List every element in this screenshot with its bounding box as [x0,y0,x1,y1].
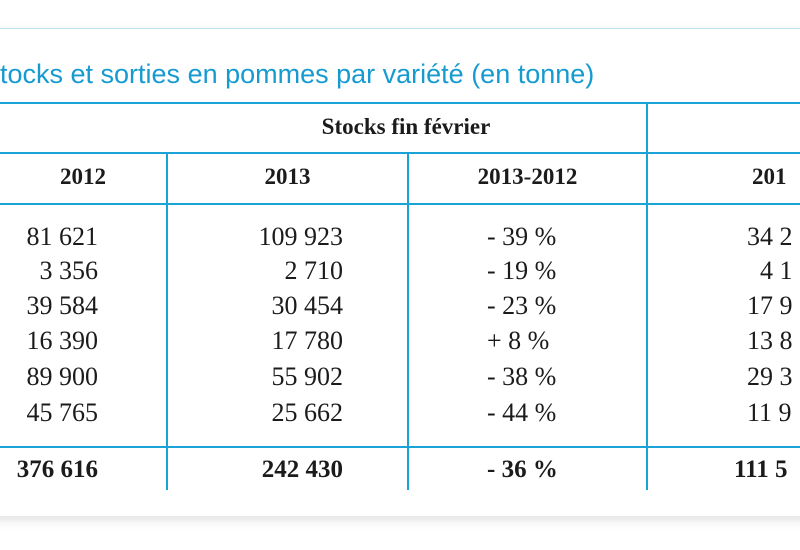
column-header-2012: 2012 [60,164,106,189]
total-stocks-2013: 242 430 [261,456,343,483]
total-variation: - 36 % [487,456,558,483]
column-header-2013: 2013 [264,164,311,189]
table-card [0,28,800,516]
rule-under-group-header [0,152,800,154]
cell-stocks-2013: 109 923 [258,222,344,251]
cell-stocks-2013: 30 454 [271,291,344,320]
rule-under-column-headers [0,203,800,205]
total-stocks-2012: 376 616 [16,456,98,483]
cell-variation: + 8 % [487,326,550,355]
cell-stocks-2013: 25 662 [271,398,344,427]
column-header-difference: 2013-2012 [477,164,578,189]
cell-next: 4 1 [760,256,793,285]
column-divider-3 [646,104,648,490]
cell-variation: - 38 % [487,362,557,391]
cell-variation: - 44 % [487,398,557,427]
cell-stocks-2012: 16 390 [26,326,99,355]
column-divider-1 [166,152,168,490]
cell-stocks-2012: 81 621 [26,222,99,251]
rule-above-total [0,446,800,448]
cell-stocks-2012: 45 765 [26,398,99,427]
group-header-stocks: Stocks fin février [321,114,491,139]
table-title: tocks et sorties en pommes par variété (… [0,59,595,89]
cell-next: 29 3 [747,362,793,391]
cell-variation: - 19 % [487,256,557,285]
cell-variation: - 23 % [487,291,557,320]
cell-stocks-2013: 17 780 [271,326,344,355]
cell-next: 13 8 [747,326,793,355]
cell-stocks-2012: 89 900 [26,362,99,391]
cell-stocks-2013: 2 710 [284,256,344,285]
cell-stocks-2012: 39 584 [26,291,99,320]
cell-stocks-2013: 55 902 [271,362,344,391]
rule-under-title [0,102,800,104]
cell-next: 17 9 [747,291,793,320]
column-header-next: 201 [752,164,787,189]
column-divider-2 [407,152,409,490]
total-next: 111 5 [734,456,788,483]
cell-next: 11 9 [747,398,792,427]
cell-next: 34 2 [747,222,793,251]
cell-stocks-2012: 3 356 [39,256,99,285]
cell-variation: - 39 % [487,222,557,251]
